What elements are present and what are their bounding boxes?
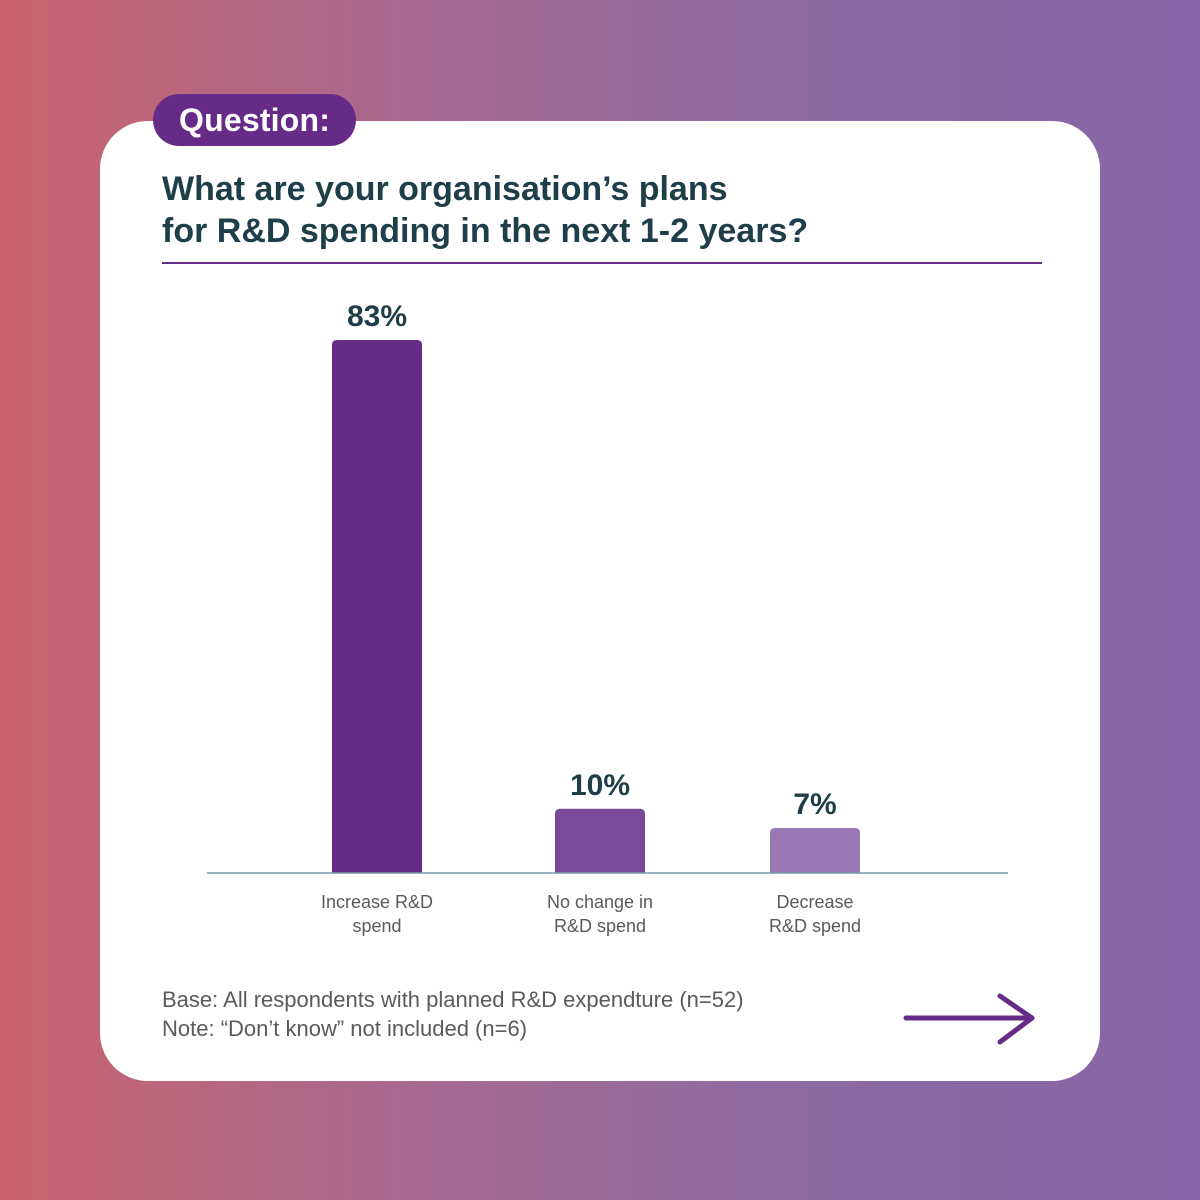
content-card: [100, 121, 1100, 1081]
bar-value-label-1: 10%: [570, 769, 630, 802]
bar-1: [555, 808, 645, 873]
title-divider: [162, 262, 1042, 264]
question-title: What are your organisation’s plans for R…: [162, 168, 1042, 252]
note-footnote: Note: “Don’t know” not included (n=6): [162, 1016, 528, 1041]
question-title-line-1: What are your organisation’s plans: [162, 170, 728, 208]
bar-2: [770, 828, 860, 873]
question-title-line-2: for R&D spending in the next 1-2 years?: [162, 212, 809, 250]
bar-0: [332, 340, 422, 873]
category-label-0: Increase R&D spend: [321, 892, 433, 936]
question-badge: Question:: [153, 94, 357, 146]
bar-value-label-0: 83%: [347, 300, 407, 333]
bar-value-label-2: 7%: [793, 788, 836, 821]
category-label-2: Decrease R&D spend: [769, 892, 861, 936]
category-label-1: No change in R&D spend: [547, 892, 653, 936]
footnotes: Base: All respondents with planned R&D e…: [162, 985, 862, 1043]
base-footnote: Base: All respondents with planned R&D e…: [162, 987, 744, 1012]
arrow-right-icon[interactable]: [900, 990, 1040, 1050]
